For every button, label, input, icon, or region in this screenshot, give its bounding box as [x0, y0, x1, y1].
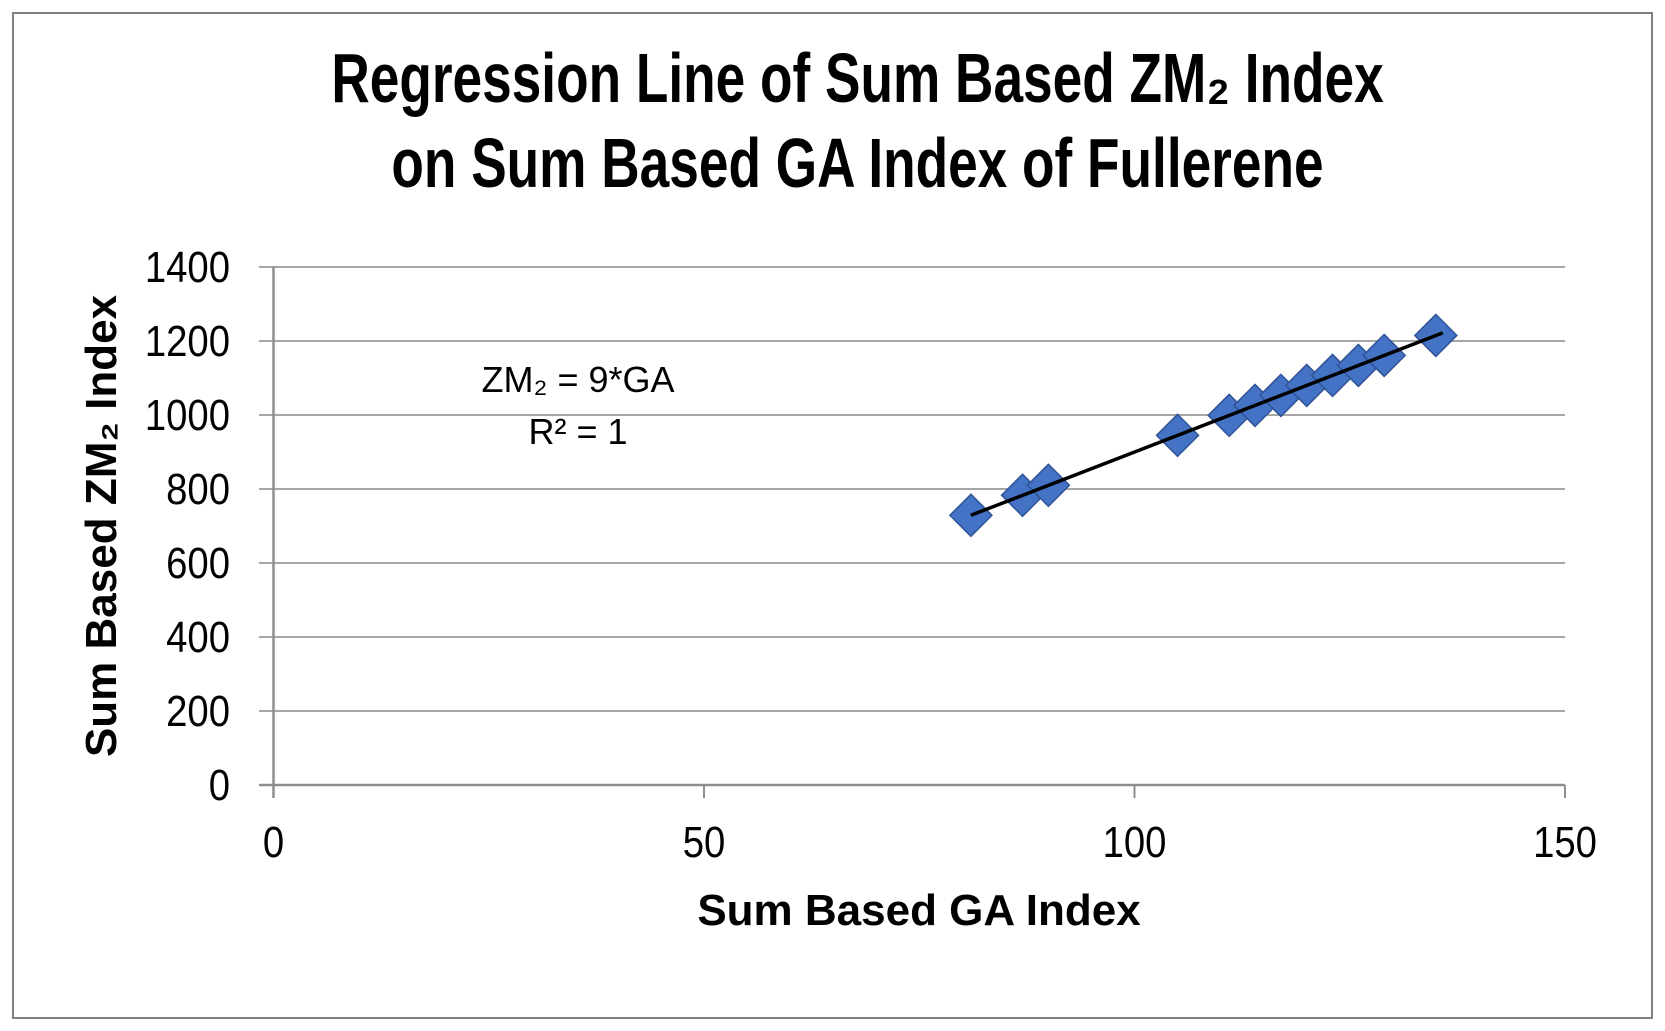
trendline-r-squared-text: R² = 1	[528, 411, 628, 452]
y-tick-label: 1400	[145, 243, 230, 292]
y-tick-label: 200	[166, 687, 230, 736]
x-tick-label: 50	[683, 818, 726, 867]
y-tick-label: 800	[166, 465, 230, 514]
y-tick-label: 400	[166, 613, 230, 662]
y-tick-label: 0	[209, 761, 230, 810]
trendline	[970, 331, 1444, 517]
trendline-annotation: ZM₂ = 9*GA R² = 1	[481, 354, 674, 458]
trendline-equation-text: ZM₂ = 9*GA	[481, 359, 675, 400]
y-tick-label: 600	[166, 539, 230, 588]
y-tick-label: 1000	[145, 391, 230, 440]
x-tick-label: 0	[263, 818, 284, 867]
x-tick-label: 150	[1533, 818, 1597, 867]
x-tick-label: 100	[1103, 818, 1167, 867]
y-tick-label: 1200	[145, 317, 230, 366]
chart-title-line-2: on Sum Based GA Index of Fullerene	[391, 124, 1324, 202]
chart-title: Regression Line of Sum Based ZM₂ Index o…	[50, 36, 1665, 206]
chart-title-line-1: Regression Line of Sum Based ZM₂ Index	[331, 39, 1384, 117]
x-axis-title: Sum Based GA Index	[697, 886, 1141, 935]
